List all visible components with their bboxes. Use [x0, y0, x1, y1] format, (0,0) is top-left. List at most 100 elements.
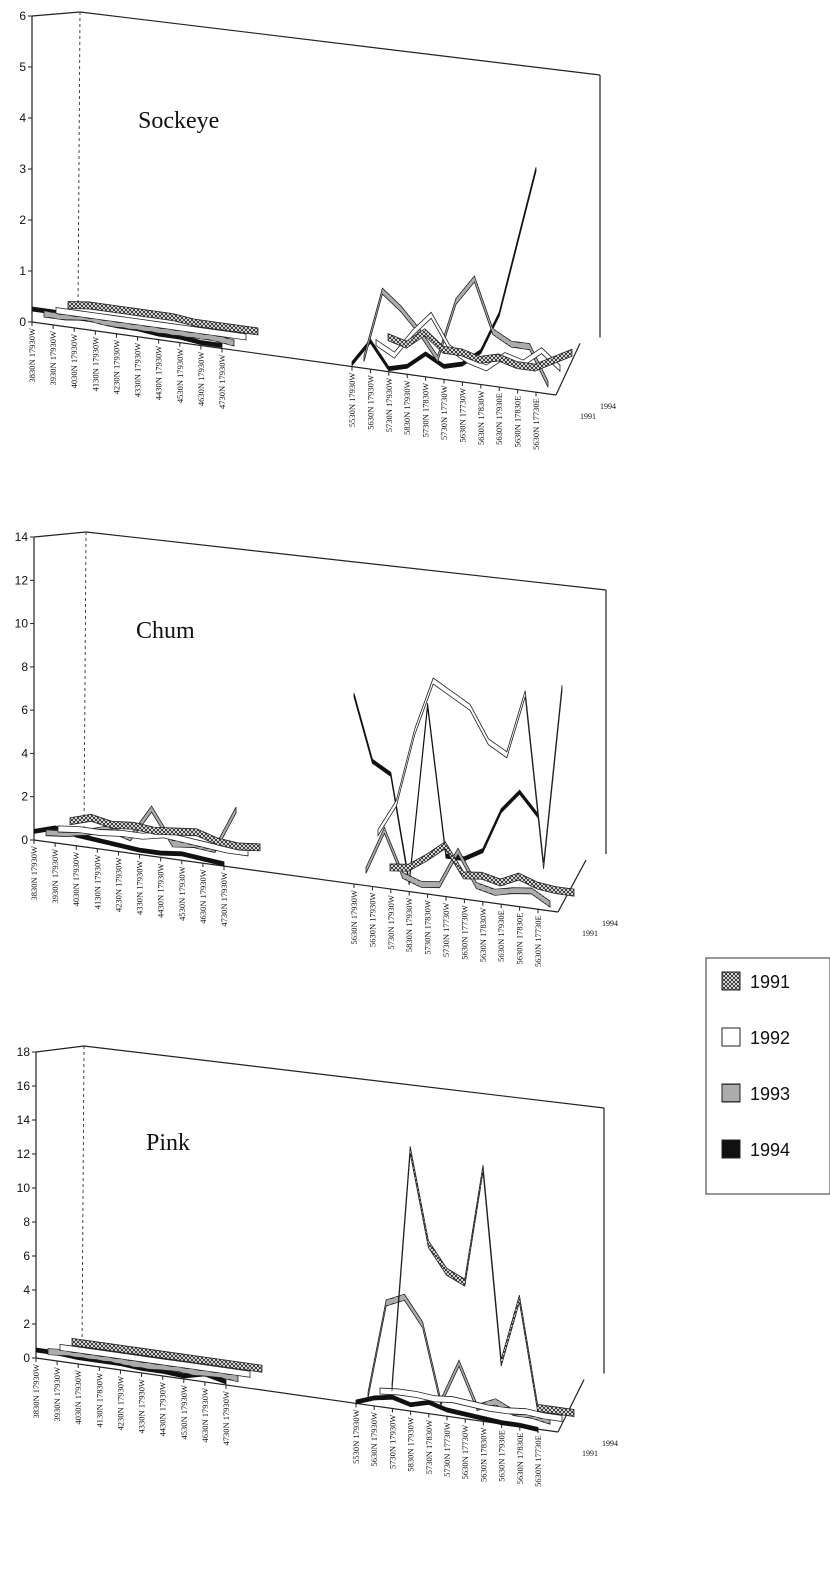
series-1991 — [69, 813, 575, 897]
x-tick-label: 4030N 17930W — [69, 334, 79, 389]
legend-swatch-1994 — [721, 1139, 741, 1159]
x-tick-label: 5530N 17930W — [347, 373, 357, 428]
y-tick-label: 10 — [15, 617, 29, 631]
legend-label-1993: 1993 — [750, 1084, 790, 1104]
x-tick-label: 5630N 17730W — [459, 905, 469, 960]
depth-label-1994: 1994 — [602, 919, 618, 928]
x-tick-label: 5630N 17830W — [478, 908, 488, 963]
depth-label-1991: 1991 — [582, 1449, 598, 1458]
x-tick-label: 4630N 17930W — [198, 869, 208, 924]
series-ribbon-1991 — [67, 301, 259, 336]
x-tick-label: 3930N 17930W — [50, 849, 60, 904]
series-ribbon-1992 — [379, 1387, 563, 1422]
x-tick-label: 5630N 17930W — [349, 890, 359, 945]
x-tick-label: 5630N 17830E — [513, 396, 523, 448]
x-tick-label: 4030N 17930W — [73, 1370, 83, 1425]
x-tick-label: 5730N 17930W — [387, 1415, 397, 1470]
series-ribbon-1991 — [71, 1337, 263, 1373]
x-tick-label: 4230N 17930W — [115, 1376, 125, 1431]
x-tick-label: 5830N 17930W — [402, 380, 412, 435]
legend-label-1991: 1991 — [750, 972, 790, 992]
x-axis — [33, 839, 559, 913]
x-tick-label: 5630N 17930W — [365, 375, 375, 430]
chart-title: Pink — [146, 1130, 190, 1156]
y-tick-label: 16 — [17, 1079, 31, 1093]
x-tick-label: 5630N 17730E — [533, 915, 543, 967]
legend-label-1994: 1994 — [750, 1140, 790, 1160]
y-tick-label: 4 — [23, 1283, 30, 1297]
back-top-edge — [83, 1045, 605, 1109]
y-tick-label: 2 — [19, 213, 26, 227]
legend-swatch-1991 — [721, 971, 741, 991]
x-tick-label: 4730N 17930W — [217, 354, 227, 409]
back-top-edge — [79, 11, 601, 76]
x-tick-label: 5630N 17830E — [515, 913, 525, 965]
x-tick-label: 5630N 17730E — [531, 398, 541, 450]
chart-panel-chum: 0 2 4 6 8 10 12 14 3830N 17930W 3930N 17930W 4030N… — [15, 530, 618, 967]
x-tick-label: 5730N 17730W — [441, 903, 451, 958]
series-ribbon-1992 — [375, 311, 561, 373]
series-1994 — [31, 167, 537, 372]
depth-axis — [557, 859, 587, 913]
x-tick-label: 3830N 17930W — [31, 1364, 41, 1419]
x-tick-label: 5630N 17930E — [496, 910, 506, 962]
back-top-edge — [85, 531, 607, 591]
top-left-edge — [35, 1045, 85, 1053]
x-axis — [35, 1357, 559, 1433]
x-tick-label: 4730N 17930W — [219, 872, 229, 927]
top-left-edge — [31, 11, 81, 17]
x-tick-label: 4430N 17930W — [154, 346, 164, 401]
x-tick-label: 4630N 17930W — [200, 1388, 210, 1443]
x-tick-label: 5730N 17930W — [384, 378, 394, 433]
series-ribbon-1993 — [367, 1293, 551, 1425]
x-tick-label: 4530N 17930W — [177, 866, 187, 921]
x-tick-label: 5630N 17930W — [369, 1412, 379, 1467]
series-ribbon-1991 — [387, 328, 573, 372]
y-tick-label: 14 — [15, 530, 29, 544]
y-tick-label: 5 — [19, 60, 26, 74]
series-ribbon-1992 — [59, 1343, 251, 1378]
y-tick-label: 8 — [21, 660, 28, 674]
back-left-dashed-edge — [77, 11, 81, 313]
series-1992 — [55, 307, 561, 373]
series-ribbon-1993 — [363, 275, 549, 388]
series-ribbon-1991 — [69, 813, 261, 852]
x-tick-label: 4130N 17930W — [90, 337, 100, 392]
legend-swatch-1993 — [721, 1083, 741, 1103]
x-tick-label: 3830N 17930W — [27, 328, 37, 383]
series-ribbon-1992 — [377, 677, 563, 869]
x-tick-label: 5630N 17730E — [533, 1435, 543, 1487]
x-tick-label: 5730N 17730W — [439, 385, 449, 440]
y-tick-label: 14 — [17, 1113, 31, 1127]
depth-axis — [557, 1379, 585, 1433]
y-tick-label: 18 — [17, 1045, 31, 1059]
top-left-edge — [33, 531, 87, 538]
y-tick-label: 8 — [23, 1215, 30, 1229]
x-axis — [31, 321, 557, 396]
x-tick-label: 5730N 17930W — [386, 895, 396, 950]
chart-title: Chum — [136, 618, 195, 644]
x-tick-label: 5730N 17830W — [421, 383, 431, 438]
back-left-dashed-edge — [81, 1045, 85, 1349]
y-tick-label: 0 — [19, 315, 26, 329]
y-tick-label: 10 — [17, 1181, 31, 1195]
legend-label-1992: 1992 — [750, 1028, 790, 1048]
x-tick-label: 3830N 17930W — [29, 846, 39, 901]
x-tick-label: 3930N 17930W — [52, 1367, 62, 1422]
x-tick-label: 4630N 17930W — [196, 352, 206, 407]
x-tick-label: 5630N 17730W — [457, 388, 467, 443]
x-tick-label: 5630N 17830E — [515, 1433, 525, 1485]
series-ribbon-1992 — [57, 825, 249, 857]
depth-axis — [555, 343, 581, 396]
x-tick-label: 4330N 17930W — [135, 861, 145, 916]
y-tick-label: 6 — [23, 1249, 30, 1263]
series-ribbon-1993 — [365, 826, 551, 908]
y-tick-label: 6 — [19, 9, 26, 23]
series-ribbon-1991 — [389, 841, 575, 897]
x-tick-label: 3930N 17930W — [48, 331, 58, 386]
depth-label-1991: 1991 — [582, 929, 598, 938]
series-1992 — [57, 677, 563, 869]
x-tick-label: 5730N 17830W — [423, 900, 433, 955]
series-ribbon-1994 — [355, 1394, 539, 1433]
